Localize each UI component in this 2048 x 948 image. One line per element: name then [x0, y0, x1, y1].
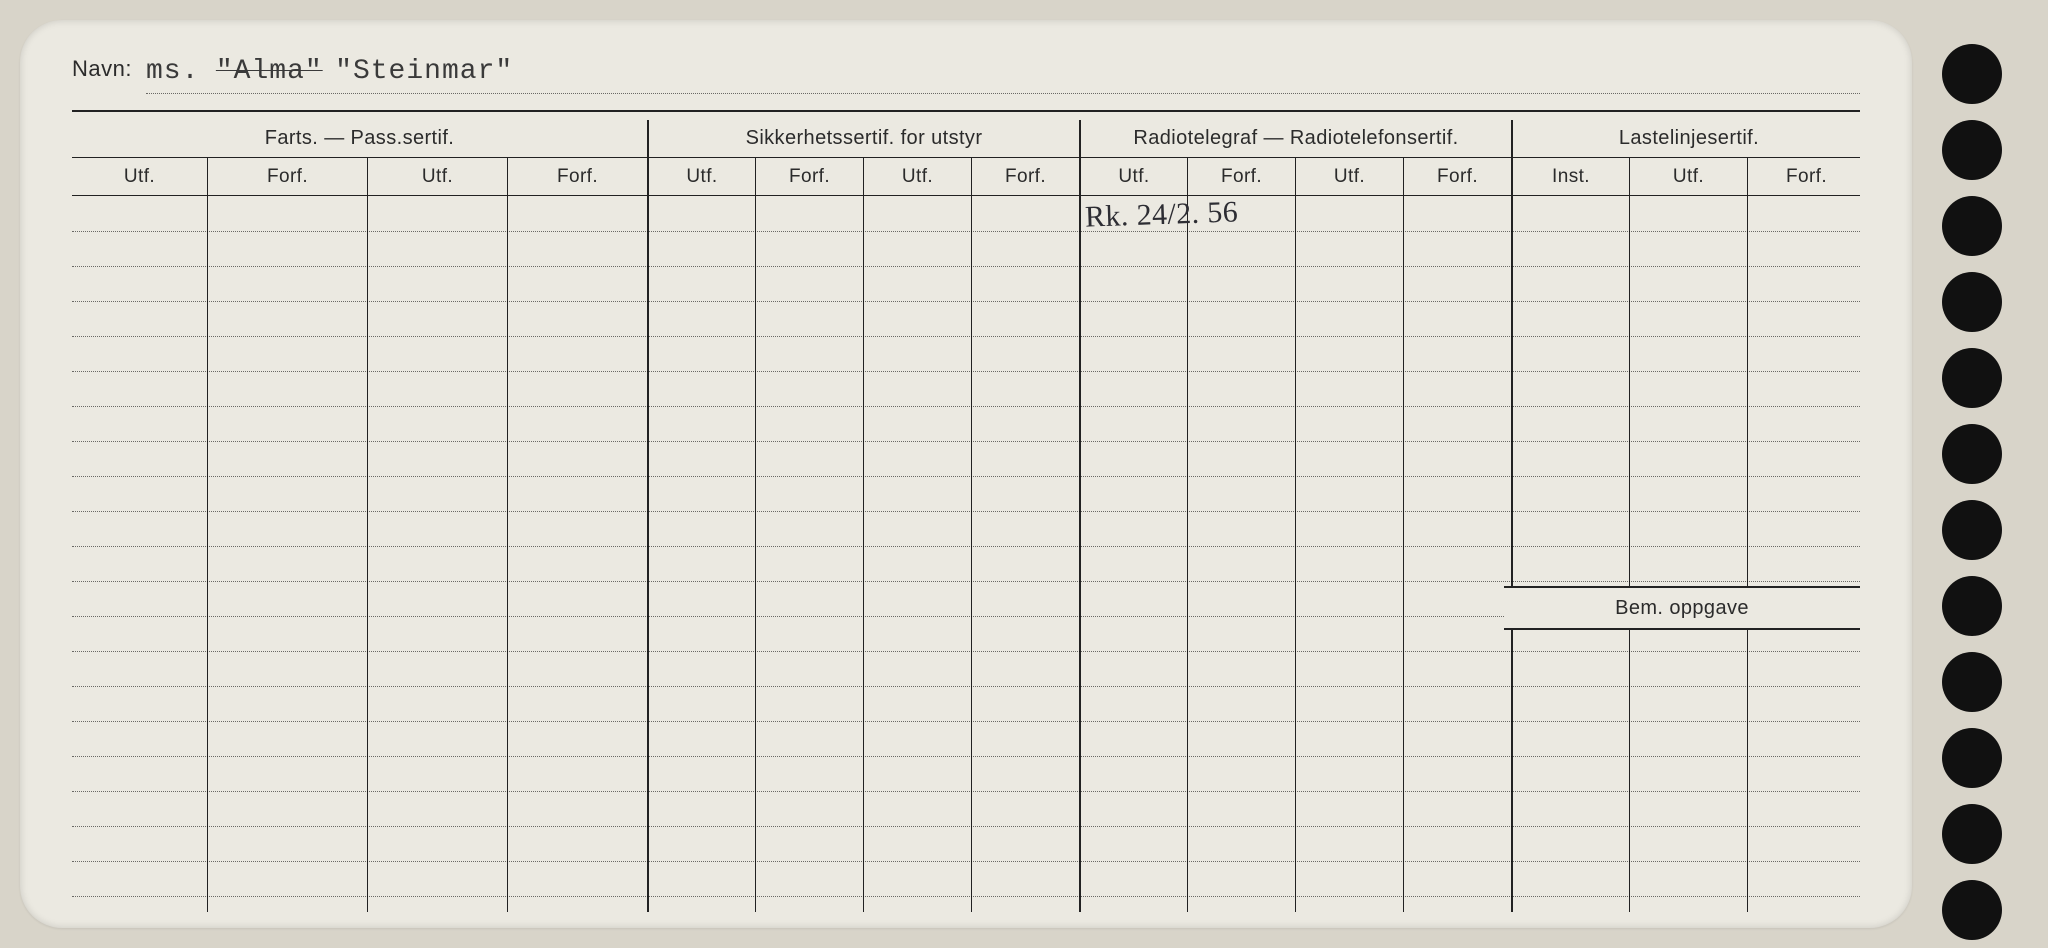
sub-header: Utf.: [1629, 158, 1747, 195]
binder-hole: [1942, 348, 2002, 408]
grid-column: [207, 196, 367, 912]
sub-header: Utf.: [367, 158, 507, 195]
name-value: ms. "Alma" "Steinmar": [146, 54, 1860, 94]
sub-header: Forf.: [971, 158, 1079, 195]
sub-header: Utf.: [1295, 158, 1403, 195]
binder-hole: [1942, 272, 2002, 332]
grid-column: [1295, 196, 1403, 912]
name-row: Navn: ms. "Alma" "Steinmar": [72, 54, 1860, 102]
binder-hole: [1942, 120, 2002, 180]
sub-header: Utf.: [1079, 158, 1187, 195]
grid-column: [971, 196, 1079, 912]
handwritten-entry: Rk. 24/2. 56: [1084, 195, 1238, 234]
binder-holes: [1932, 20, 2012, 928]
section-header: Radiotelegraf — Radiotelefonsertif.: [1079, 120, 1511, 157]
top-rule: [72, 110, 1860, 112]
binder-hole: [1942, 804, 2002, 864]
sub-header: Utf.: [72, 158, 207, 195]
sub-header: Forf.: [207, 158, 367, 195]
sub-header: Forf.: [755, 158, 863, 195]
binder-hole: [1942, 728, 2002, 788]
sub-header-row: Utf.Forf.Utf.Forf.Utf.Forf.Utf.Forf.Utf.…: [72, 158, 1860, 196]
binder-hole: [1942, 652, 2002, 712]
sub-header: Forf.: [1747, 158, 1865, 195]
grid-column: [1187, 196, 1295, 912]
binder-hole: [1942, 196, 2002, 256]
grid-body: Bem. oppgave Rk. 24/2. 56: [72, 196, 1860, 912]
grid-column: [1403, 196, 1511, 912]
section-header: Farts. — Pass.sertif.: [72, 120, 647, 157]
typed-struck: "Alma": [216, 56, 323, 87]
typed-value: "Steinmar": [335, 56, 513, 87]
binder-hole: [1942, 44, 2002, 104]
grid-column: [755, 196, 863, 912]
sub-header: Utf.: [863, 158, 971, 195]
binder-hole: [1942, 500, 2002, 560]
sub-header: Utf.: [647, 158, 755, 195]
grid-column: [1511, 196, 1629, 912]
binder-hole: [1942, 576, 2002, 636]
index-card: Navn: ms. "Alma" "Steinmar" Farts. — Pas…: [20, 20, 1912, 928]
section-header: Lastelinjesertif.: [1511, 120, 1865, 157]
grid-column: [1079, 196, 1187, 912]
grid-column: [863, 196, 971, 912]
sub-header: Forf.: [1187, 158, 1295, 195]
binder-hole: [1942, 424, 2002, 484]
grid-column: [647, 196, 755, 912]
sub-header: Inst.: [1511, 158, 1629, 195]
typed-prefix: ms.: [146, 56, 199, 87]
name-label: Navn:: [72, 56, 132, 82]
grid-column: [1747, 196, 1865, 912]
grid-column: [72, 196, 207, 912]
grid-column: [1629, 196, 1747, 912]
grid-column: [507, 196, 647, 912]
certificate-grid: Farts. — Pass.sertif.Sikkerhetssertif. f…: [72, 120, 1860, 920]
section-header-row: Farts. — Pass.sertif.Sikkerhetssertif. f…: [72, 120, 1860, 158]
bem-oppgave-header: Bem. oppgave: [1504, 586, 1860, 630]
sub-header: Forf.: [507, 158, 647, 195]
grid-column: [367, 196, 507, 912]
binder-hole: [1942, 880, 2002, 940]
section-header: Sikkerhetssertif. for utstyr: [647, 120, 1079, 157]
sub-header: Forf.: [1403, 158, 1511, 195]
